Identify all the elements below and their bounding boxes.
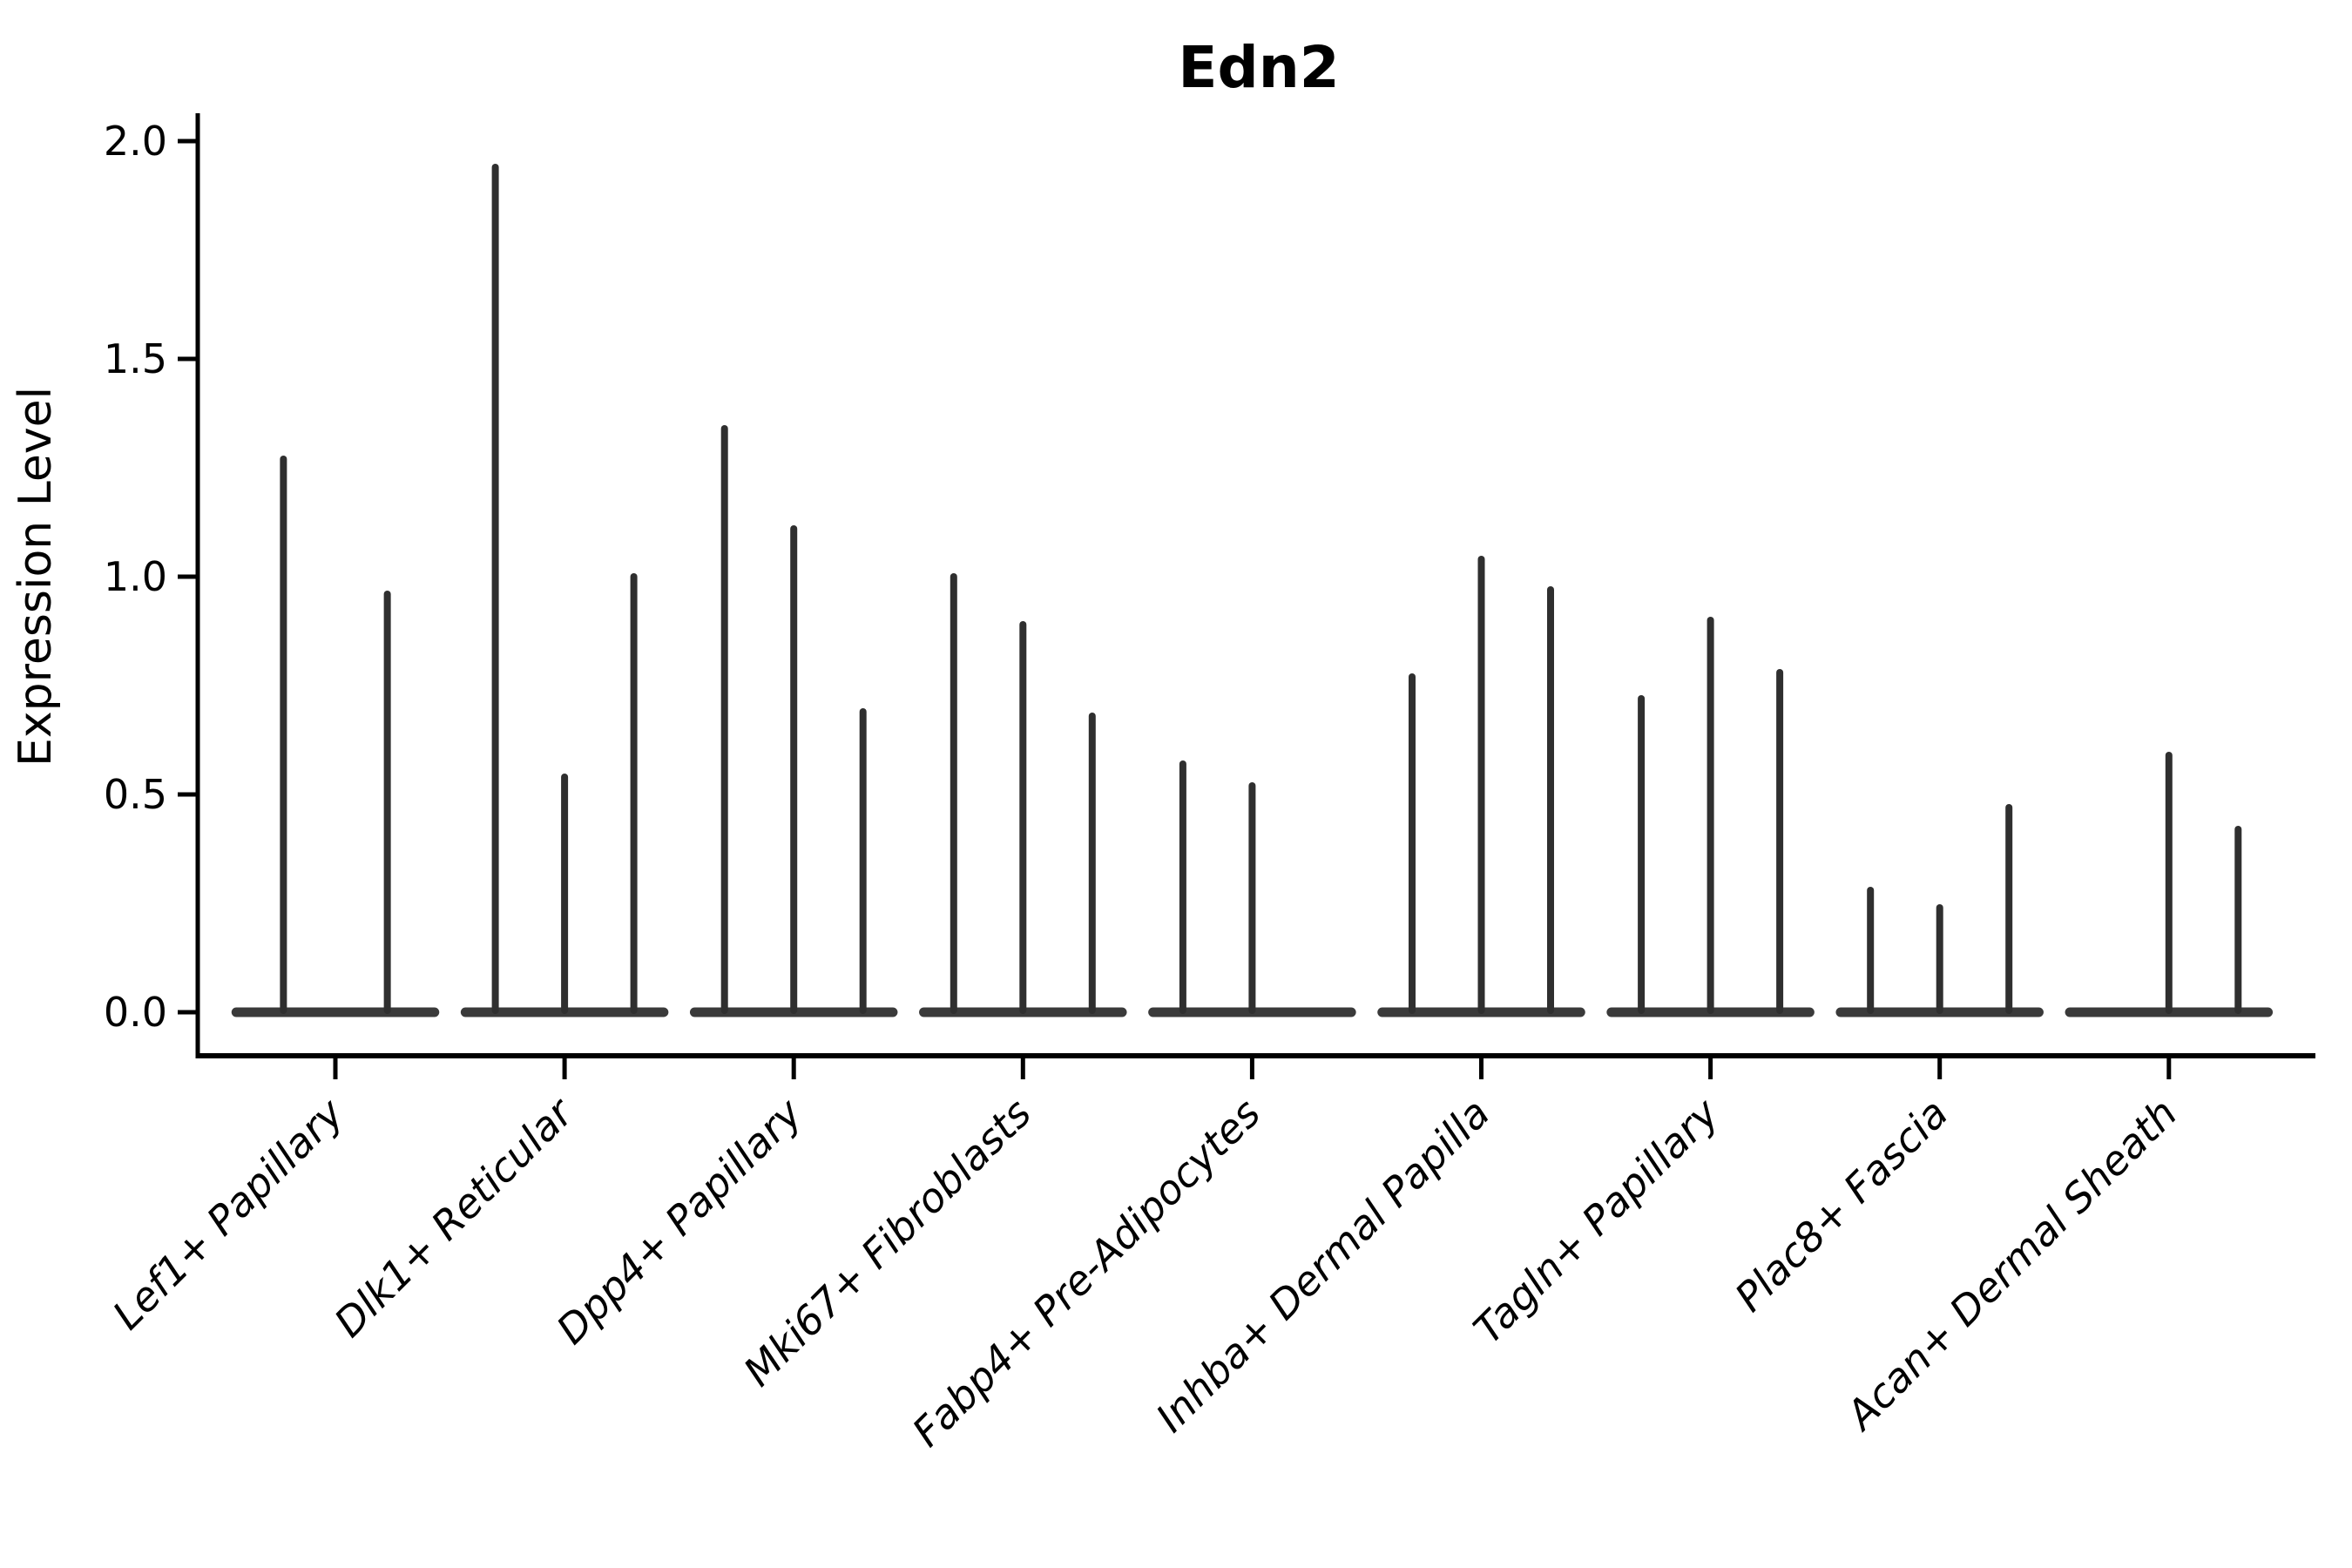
- chart-title: Edn2: [1178, 34, 1339, 101]
- x-tick-label: Dlk1+ Reticular: [325, 1087, 584, 1346]
- y-tick-label: 1.5: [104, 335, 167, 382]
- y-tick-label: 0.5: [104, 771, 167, 818]
- y-tick-label: 0.0: [104, 989, 167, 1036]
- y-axis-label: Expression Level: [10, 387, 62, 767]
- x-tick-label: Plac8+ Fascia: [1726, 1090, 1957, 1321]
- x-tick-label: Lef1+ Papillary: [104, 1089, 353, 1338]
- y-tick-label: 1.0: [104, 553, 167, 600]
- violin-baseline: [231, 1007, 440, 1017]
- y-tick-label: 2.0: [104, 118, 167, 165]
- x-tick-label: Tagln+ Papillary: [1464, 1089, 1728, 1353]
- x-tick-label: Dpp4+ Papillary: [547, 1089, 811, 1353]
